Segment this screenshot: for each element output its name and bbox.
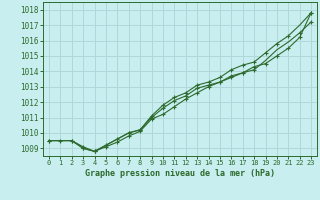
X-axis label: Graphe pression niveau de la mer (hPa): Graphe pression niveau de la mer (hPa) — [85, 169, 275, 178]
